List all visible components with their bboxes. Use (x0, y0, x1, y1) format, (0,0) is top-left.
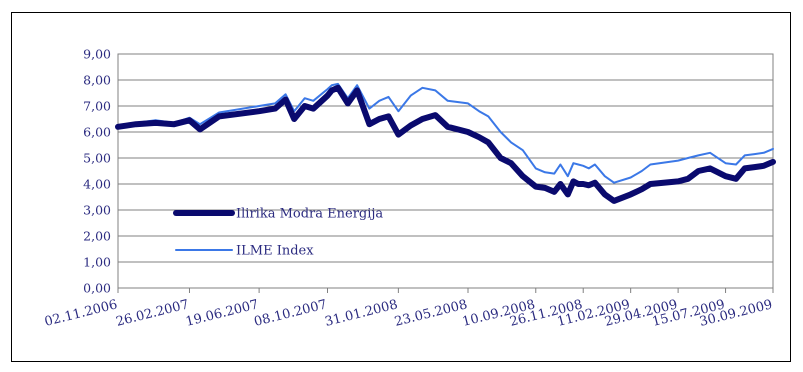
series-lines (115, 82, 776, 204)
x-tick-label: 08.10.2007 (253, 297, 329, 330)
series-line-0 (115, 84, 776, 204)
y-tick-label: 0,00 (83, 281, 111, 296)
y-tick-label: 7,00 (83, 99, 111, 114)
y-tick-label: 6,00 (83, 125, 111, 140)
y-tick-label: 4,00 (83, 177, 111, 192)
x-axis-tick-labels: 02.11.200626.02.200719.06.200708.10.2007… (43, 297, 774, 330)
x-axis-tick-marks (117, 288, 774, 293)
y-axis-tick-labels: 0,00 1,00 2,00 3,00 4,00 5,00 6,00 7,00 8,00 9,00 (83, 47, 111, 296)
x-tick-label: 02.11.2006 (43, 297, 119, 330)
legend: Ilirika Modra Energija ILME Index (173, 207, 383, 259)
y-tick-label: 2,00 (83, 229, 111, 244)
y-tick-label: 1,00 (83, 255, 111, 270)
legend-label-1: ILME Index (236, 244, 314, 259)
plot-area (117, 53, 774, 289)
gridlines (118, 53, 773, 289)
chart-frame (11, 12, 791, 362)
y-tick-label: 3,00 (83, 203, 111, 218)
y-tick-label: 9,00 (83, 47, 111, 62)
legend-label-0: Ilirika Modra Energija (236, 207, 383, 222)
x-tick-label: 26.02.2007 (115, 297, 191, 330)
y-tick-label: 8,00 (83, 73, 111, 88)
y-tick-label: 5,00 (83, 151, 111, 166)
x-tick-label: 23.05.2008 (393, 297, 469, 330)
x-tick-label: 31.01.2008 (323, 297, 399, 330)
series-line-1 (117, 82, 774, 184)
x-tick-label: 19.06.2007 (184, 297, 260, 330)
